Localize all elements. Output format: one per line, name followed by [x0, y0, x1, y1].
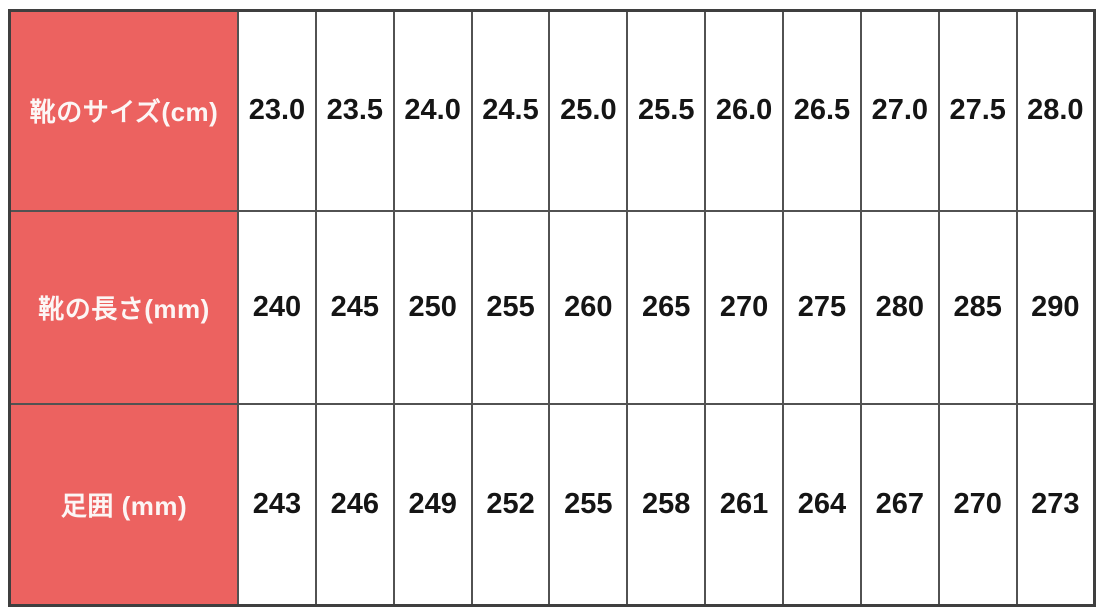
table-cell: 265 — [626, 209, 707, 406]
table-cell: 290 — [1015, 209, 1096, 406]
table-cell: 249 — [392, 403, 473, 607]
table-cell: 280 — [859, 209, 940, 406]
table-cell: 264 — [782, 403, 862, 607]
row-header-foot-girth-mm: 足囲 (mm) — [8, 403, 239, 607]
table-cell: 258 — [626, 403, 707, 607]
table-cell: 270 — [937, 403, 1018, 607]
table-cell: 23.0 — [237, 9, 317, 212]
table-cell: 260 — [548, 209, 629, 406]
table-row-shoe-size-cm: 靴のサイズ(cm) 23.0 23.5 24.0 24.5 25.0 25.5 … — [8, 9, 1096, 212]
table-cell: 243 — [237, 403, 317, 607]
table-cell: 25.5 — [626, 9, 707, 212]
table-cell: 285 — [937, 209, 1018, 406]
table-cell: 26.5 — [782, 9, 862, 212]
table-cell: 245 — [314, 209, 395, 406]
table-row-shoe-length-mm: 靴の長さ(mm) 240 245 250 255 260 265 270 275… — [8, 209, 1096, 406]
table-cell: 26.0 — [704, 9, 785, 212]
table-cell: 23.5 — [314, 9, 395, 212]
table-cell: 27.0 — [859, 9, 940, 212]
table-cell: 27.5 — [937, 9, 1018, 212]
table-cell: 275 — [782, 209, 862, 406]
table-cell: 24.0 — [392, 9, 473, 212]
table-row-foot-girth-mm: 足囲 (mm) 243 246 249 252 255 258 261 264 … — [8, 403, 1096, 607]
table-cell: 252 — [470, 403, 551, 607]
row-header-shoe-size-cm: 靴のサイズ(cm) — [8, 9, 239, 212]
table-cell: 255 — [548, 403, 629, 607]
table-cell: 24.5 — [470, 9, 551, 212]
table-cell: 250 — [392, 209, 473, 406]
table-cell: 28.0 — [1015, 9, 1096, 212]
row-header-shoe-length-mm: 靴の長さ(mm) — [8, 209, 239, 406]
shoe-size-table: 靴のサイズ(cm) 23.0 23.5 24.0 24.5 25.0 25.5 … — [8, 9, 1096, 607]
table-cell: 25.0 — [548, 9, 629, 212]
table-cell: 240 — [237, 209, 317, 406]
table-cell: 270 — [704, 209, 785, 406]
table-cell: 261 — [704, 403, 785, 607]
table-cell: 267 — [859, 403, 940, 607]
shoe-size-table-body: 靴のサイズ(cm) 23.0 23.5 24.0 24.5 25.0 25.5 … — [8, 9, 1096, 607]
table-cell: 255 — [470, 209, 551, 406]
table-cell: 246 — [314, 403, 395, 607]
table-cell: 273 — [1015, 403, 1096, 607]
